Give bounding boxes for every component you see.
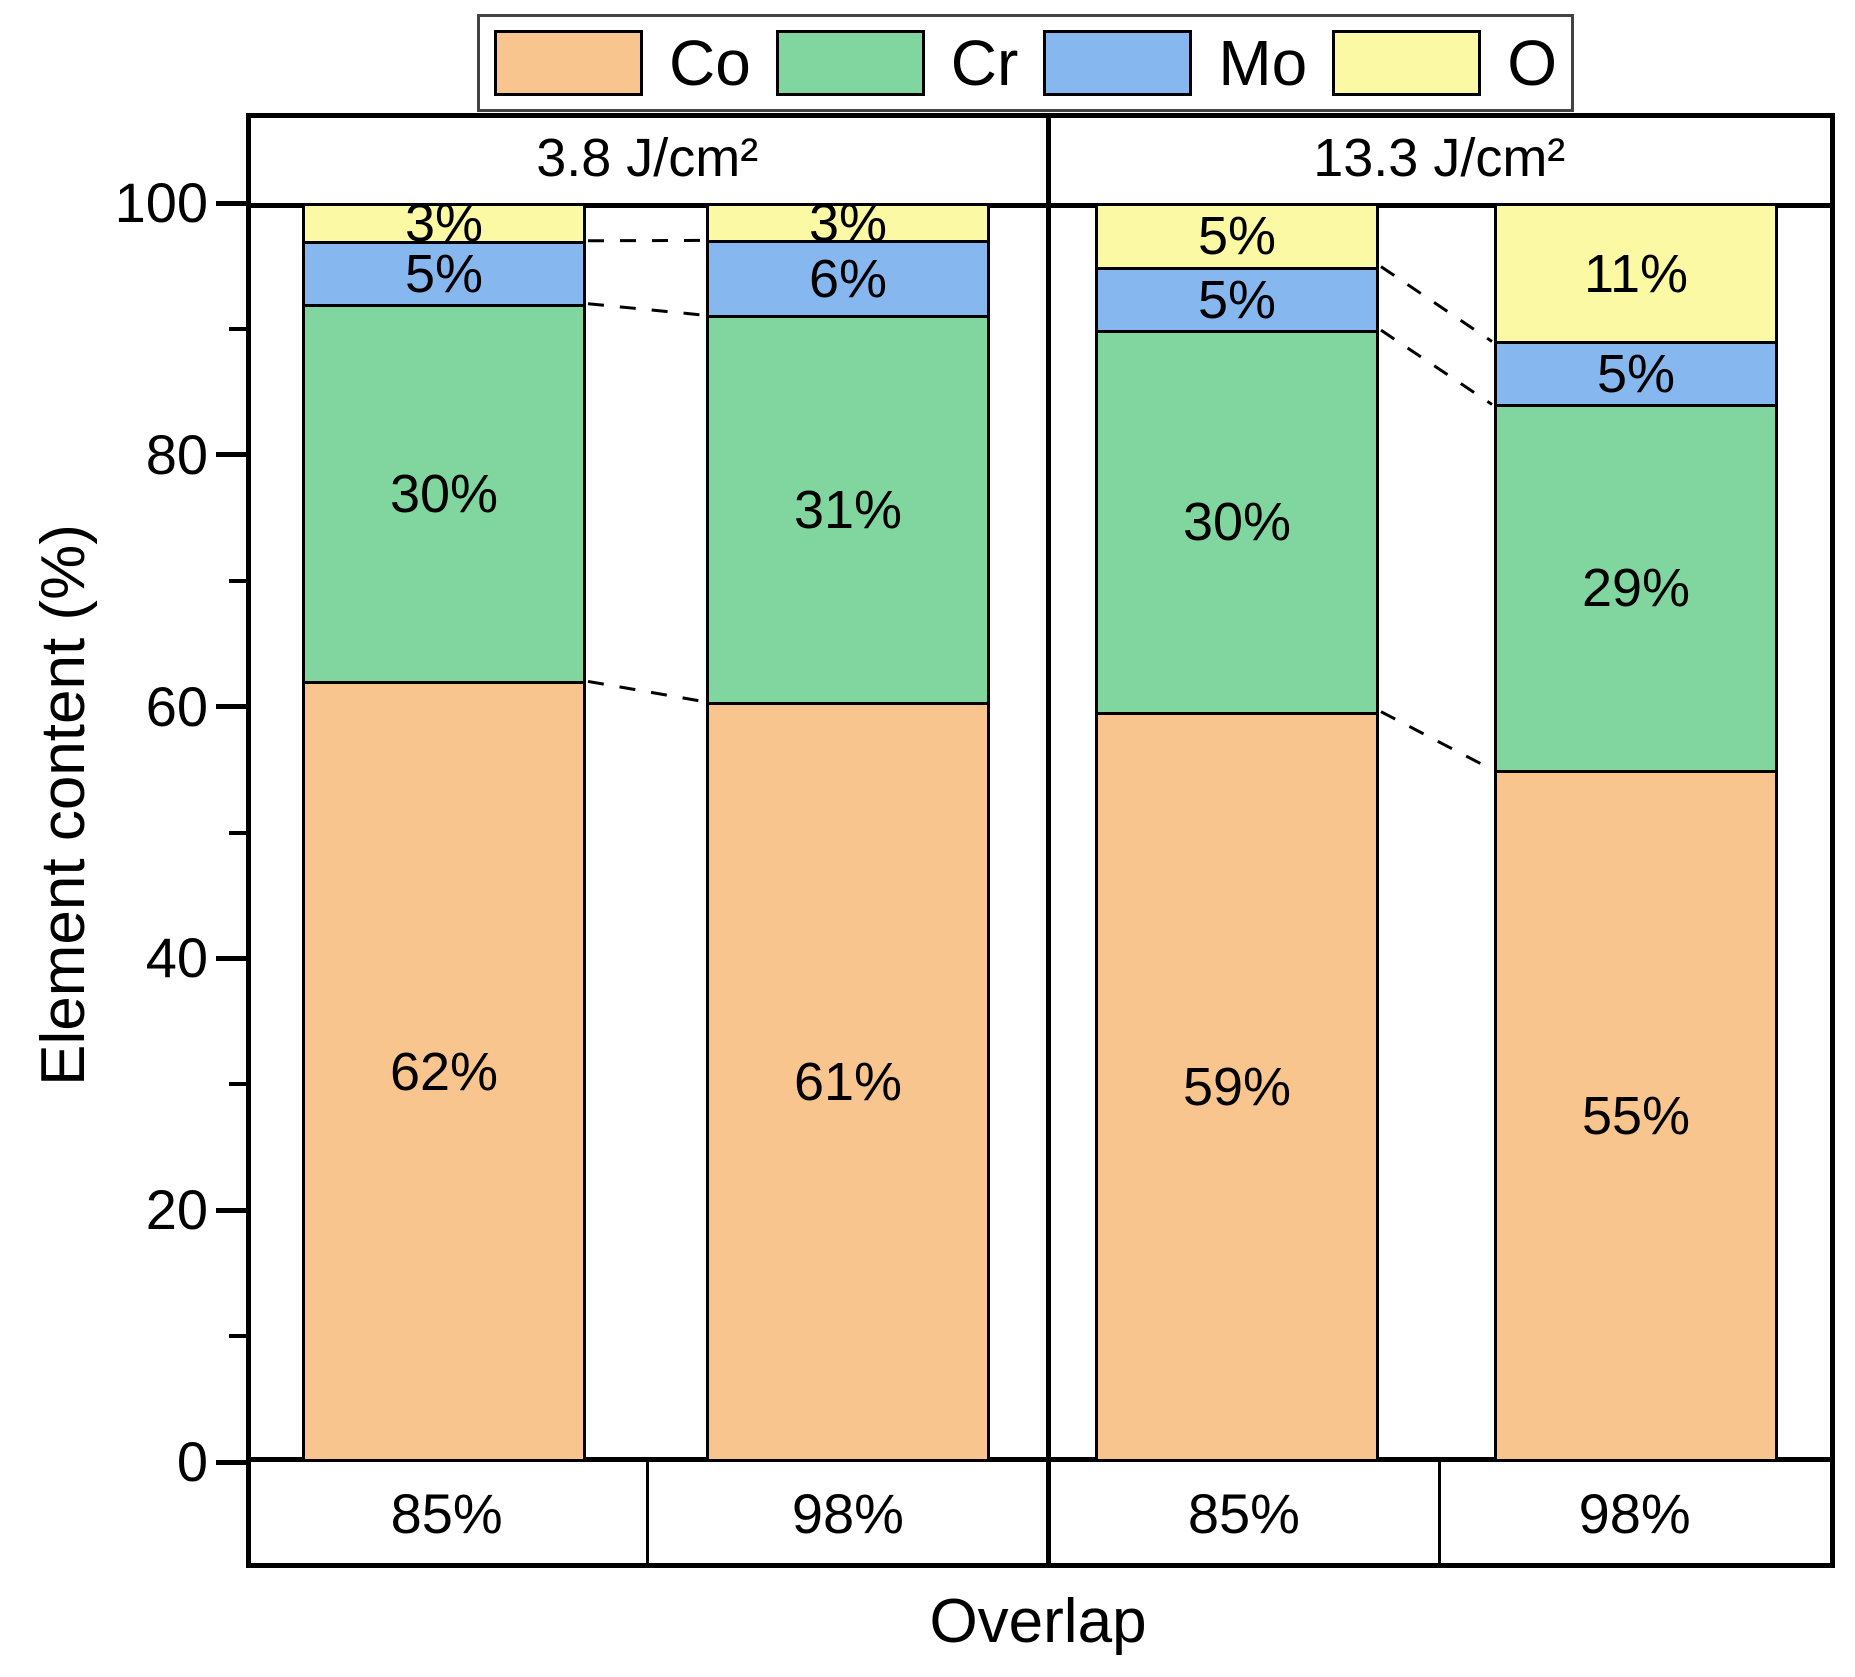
category-cell-divider [645, 1462, 649, 1568]
y-axis-major-tick [216, 1459, 246, 1465]
segment-value-label: 30% [1182, 492, 1292, 553]
bar-segment-o: 11% [1494, 203, 1778, 342]
bar-segment-mo: 5% [302, 240, 586, 304]
legend-item-mo: Mo [1043, 30, 1307, 96]
bar-segment-co: 61% [706, 701, 990, 1462]
category-label: 98% [791, 1482, 904, 1545]
legend-swatch-co [494, 30, 643, 96]
panel-divider-line [1046, 113, 1051, 1568]
y-axis-tick-label: 60 [145, 674, 208, 738]
y-axis-tick-label: 0 [176, 1430, 208, 1493]
y-axis-tick-label: 80 [145, 422, 208, 486]
x-axis-title: Overlap [929, 1587, 1147, 1656]
y-axis-minor-tick [229, 1082, 246, 1087]
category-axis-strip [246, 1462, 1835, 1568]
y-axis-title: Element content (%) [29, 524, 98, 1086]
segment-value-label: 29% [1581, 558, 1691, 619]
segment-value-label: 61% [793, 1051, 903, 1112]
legend-swatch-cr [775, 30, 925, 96]
y-axis-minor-tick [229, 830, 246, 835]
y-axis-minor-tick [229, 1334, 246, 1339]
connector-line [1380, 328, 1493, 406]
segment-value-label: 6% [808, 249, 888, 310]
segment-value-label: 5% [404, 243, 484, 304]
category-cell-divider [1437, 1462, 1441, 1568]
legend-label: O [1507, 27, 1557, 99]
legend-label: Cr [950, 27, 1019, 99]
segment-value-label: 5% [1197, 269, 1277, 330]
bar-segment-co: 62% [302, 681, 586, 1462]
bar-segment-o: 5% [1095, 203, 1379, 267]
segment-value-label: 30% [389, 464, 499, 525]
y-axis-minor-tick [229, 326, 246, 331]
legend-label: Co [669, 27, 751, 99]
legend-swatch-o [1332, 30, 1482, 96]
legend: Co Cr Mo O [477, 14, 1574, 112]
y-axis-minor-tick [229, 578, 246, 583]
segment-value-label: 55% [1581, 1085, 1691, 1146]
bar-segment-cr: 31% [706, 315, 990, 702]
legend-label: Mo [1218, 27, 1308, 99]
segment-value-label: 31% [793, 479, 903, 540]
bar-segment-co: 59% [1095, 711, 1379, 1462]
bar-segment-mo: 5% [1494, 341, 1778, 405]
segment-value-label: 5% [1596, 344, 1676, 405]
y-axis-tick-label: 20 [145, 1178, 208, 1242]
bar-segment-mo: 6% [706, 240, 990, 316]
y-axis-tick-label: 40 [145, 926, 208, 990]
category-label: 98% [1578, 1482, 1691, 1545]
y-axis-major-tick [216, 1207, 246, 1213]
y-axis-major-tick [216, 704, 246, 710]
bar-segment-co: 55% [1494, 769, 1778, 1462]
y-axis-major-tick [216, 452, 246, 458]
legend-swatch-mo [1043, 30, 1193, 96]
panel-header-label: 3.8 J/cm² [536, 128, 759, 188]
connector-line [587, 679, 705, 704]
legend-item-o: O [1332, 30, 1557, 96]
y-axis-major-tick [216, 200, 246, 206]
segment-value-label: 62% [389, 1041, 499, 1102]
panel-header-label: 13.3 J/cm² [1313, 128, 1566, 188]
legend-item-cr: Cr [775, 27, 1019, 99]
legend-item-co: Co [494, 30, 751, 96]
category-label: 85% [1187, 1482, 1300, 1545]
bar-segment-cr: 30% [302, 303, 586, 682]
category-label: 85% [390, 1482, 503, 1545]
segment-value-label: 59% [1182, 1056, 1292, 1117]
segment-value-label: 11% [1583, 243, 1689, 304]
bar-segment-cr: 30% [1095, 330, 1379, 712]
bar-segment-cr: 29% [1494, 404, 1778, 770]
y-axis-major-tick [216, 955, 246, 961]
bar-segment-mo: 5% [1095, 266, 1379, 331]
segment-value-label: 5% [1197, 206, 1277, 267]
connector-line [587, 302, 705, 317]
connector-line [1380, 710, 1493, 771]
panel-header-strip [246, 113, 1835, 203]
connector-line [1380, 265, 1493, 343]
y-axis-tick-label: 100 [114, 171, 208, 234]
